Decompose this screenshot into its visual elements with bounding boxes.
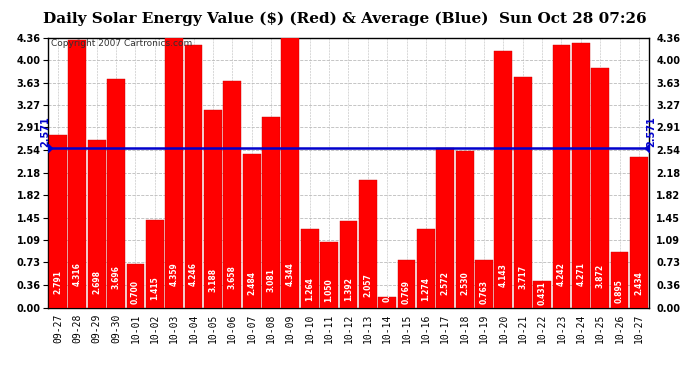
Bar (243, 154, 261, 308)
Bar (611, 252, 629, 308)
Bar (436, 148, 454, 308)
Bar (378, 297, 396, 307)
Text: 0.763: 0.763 (480, 280, 489, 304)
Text: 3.872: 3.872 (595, 264, 604, 288)
Bar (455, 151, 473, 308)
Bar (185, 45, 202, 308)
Bar (107, 79, 125, 308)
Text: 1.264: 1.264 (305, 278, 314, 301)
Bar (49, 135, 67, 308)
Text: 0.176: 0.176 (383, 278, 392, 302)
Text: 3.188: 3.188 (208, 268, 217, 292)
Bar (417, 229, 435, 308)
Text: 2.791: 2.791 (54, 270, 63, 294)
Bar (320, 243, 338, 308)
Bar (533, 281, 551, 308)
Text: 2.530: 2.530 (460, 271, 469, 295)
Bar (262, 117, 280, 308)
Text: 4.271: 4.271 (576, 262, 585, 286)
Bar (282, 39, 299, 308)
Text: 1.274: 1.274 (422, 277, 431, 301)
Text: 4.242: 4.242 (557, 262, 566, 286)
Text: 2.484: 2.484 (247, 271, 256, 295)
Bar (146, 220, 164, 308)
Text: 2.571: 2.571 (647, 116, 656, 147)
Text: 3.081: 3.081 (266, 268, 275, 292)
Text: 3.696: 3.696 (112, 266, 121, 289)
Text: 2.057: 2.057 (364, 273, 373, 297)
Bar (126, 264, 144, 308)
Bar (475, 260, 493, 308)
Text: 2.571: 2.571 (41, 116, 50, 147)
Text: 1.415: 1.415 (150, 277, 159, 300)
Text: 2.698: 2.698 (92, 270, 101, 294)
Text: 4.344: 4.344 (286, 262, 295, 286)
Text: 4.359: 4.359 (170, 262, 179, 286)
Text: 0.769: 0.769 (402, 280, 411, 304)
Text: Copyright 2007 Cartronics.com: Copyright 2007 Cartronics.com (51, 39, 193, 48)
Text: 3.717: 3.717 (518, 265, 527, 289)
Text: 4.316: 4.316 (73, 262, 82, 286)
Bar (301, 229, 319, 308)
Bar (68, 40, 86, 308)
Bar (495, 51, 512, 308)
Bar (224, 81, 241, 308)
Bar (204, 110, 221, 308)
Bar (553, 45, 571, 308)
Text: 2.434: 2.434 (634, 272, 643, 296)
Text: 4.143: 4.143 (499, 263, 508, 287)
Bar (397, 260, 415, 308)
Text: 0.431: 0.431 (538, 282, 546, 305)
Bar (359, 180, 377, 308)
Text: 4.246: 4.246 (189, 262, 198, 286)
Text: 1.050: 1.050 (324, 279, 333, 302)
Bar (591, 68, 609, 308)
Text: 0.895: 0.895 (615, 279, 624, 303)
Text: Daily Solar Energy Value ($) (Red) & Average (Blue)  Sun Oct 28 07:26: Daily Solar Energy Value ($) (Red) & Ave… (43, 11, 647, 26)
Text: 0.700: 0.700 (131, 280, 140, 304)
Bar (166, 38, 183, 308)
Text: 1.392: 1.392 (344, 277, 353, 301)
Bar (88, 140, 106, 308)
Bar (572, 43, 590, 308)
Text: 2.572: 2.572 (441, 271, 450, 295)
Bar (514, 77, 531, 308)
Text: 3.658: 3.658 (228, 266, 237, 290)
Bar (630, 157, 648, 308)
Bar (339, 221, 357, 308)
